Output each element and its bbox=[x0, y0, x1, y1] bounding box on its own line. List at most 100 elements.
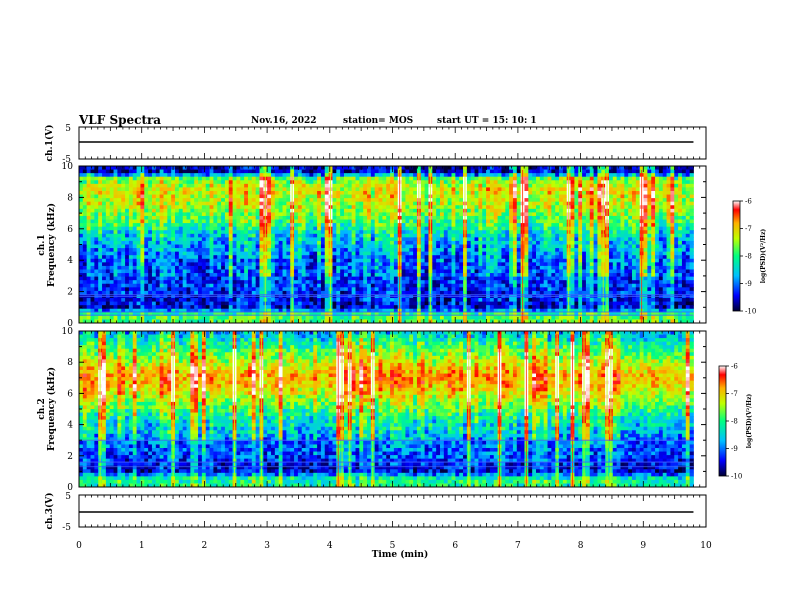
spectrogram-cell bbox=[94, 319, 99, 324]
spectrogram-cell bbox=[351, 258, 356, 263]
spectrogram-cell bbox=[459, 187, 464, 192]
spectrogram-cell bbox=[451, 248, 456, 253]
spectrogram-cell bbox=[86, 180, 91, 185]
spectrogram-cell bbox=[493, 312, 498, 317]
spectrogram-cell bbox=[493, 244, 498, 249]
spectrogram-cell bbox=[393, 219, 399, 224]
spectrogram-cell bbox=[509, 248, 514, 253]
spectrogram-cell bbox=[251, 237, 257, 242]
spectrogram-cell bbox=[117, 183, 122, 188]
spectrogram-cell bbox=[486, 258, 491, 263]
spectrogram-cell bbox=[509, 283, 514, 288]
spectrogram-cell bbox=[209, 194, 214, 199]
spectrogram-cell bbox=[351, 223, 356, 228]
spectrogram-cell bbox=[105, 298, 111, 302]
spectrogram-cell bbox=[509, 280, 514, 285]
spectrogram-cell bbox=[436, 169, 441, 174]
spectrogram-cell bbox=[121, 194, 126, 199]
spectrogram-cell bbox=[82, 312, 88, 317]
spectrogram-cell bbox=[167, 176, 172, 181]
spectrogram-cell bbox=[347, 280, 353, 285]
spectrogram-cell bbox=[278, 180, 283, 185]
spectrogram-cell bbox=[512, 166, 518, 170]
spectrogram-cell bbox=[443, 201, 449, 206]
spectrogram-cell bbox=[405, 208, 410, 213]
spectrogram-cell bbox=[194, 219, 199, 224]
spectrogram-cell bbox=[228, 305, 234, 310]
spectrogram-cell bbox=[209, 265, 214, 270]
spectrogram-cell bbox=[382, 287, 387, 292]
spectrogram-cell bbox=[217, 262, 222, 267]
spectrogram-cell bbox=[213, 173, 218, 178]
spectrogram-cell bbox=[451, 183, 456, 188]
spectrogram-cell bbox=[232, 280, 237, 285]
spectrogram-cell bbox=[301, 265, 306, 270]
spectrogram-cell bbox=[317, 183, 322, 188]
spectrogram-cell bbox=[201, 198, 207, 203]
spectrogram-cell bbox=[121, 223, 126, 228]
spectrogram-cell bbox=[121, 290, 126, 295]
spectrogram-cell bbox=[424, 265, 429, 270]
spectrogram-cell bbox=[102, 183, 107, 188]
spectrogram-cell bbox=[144, 319, 149, 324]
spectrogram-cell bbox=[436, 258, 441, 263]
spectrogram-cell bbox=[297, 276, 303, 281]
spectrogram-cell bbox=[278, 219, 283, 224]
spectrogram-cell bbox=[155, 315, 161, 320]
spectrogram-cell bbox=[470, 183, 475, 188]
spectrogram-cell bbox=[255, 205, 260, 210]
spectrogram-cell bbox=[324, 176, 330, 181]
spectrogram-cell bbox=[259, 280, 264, 285]
spectrogram-cell bbox=[501, 215, 506, 220]
spectrogram-cell bbox=[317, 265, 322, 270]
spectrogram-cell bbox=[340, 308, 345, 313]
spectrogram-cell bbox=[347, 173, 353, 178]
spectrogram-cell bbox=[436, 298, 441, 302]
spectrogram-cell bbox=[186, 269, 191, 274]
spectrogram-cell bbox=[213, 287, 218, 292]
spectrogram-cell bbox=[451, 283, 456, 288]
spectrogram-cell bbox=[478, 212, 483, 217]
spectrogram-cell bbox=[247, 198, 253, 203]
spectrogram-cell bbox=[198, 201, 203, 206]
spectrogram-cell bbox=[393, 280, 399, 285]
spectrogram-cell bbox=[159, 312, 164, 317]
spectrogram-cell bbox=[232, 305, 237, 310]
spectrogram-cell bbox=[278, 244, 283, 249]
spectrogram-cell bbox=[489, 223, 495, 228]
spectrogram-cell bbox=[125, 230, 130, 235]
spectrogram-cell bbox=[393, 273, 399, 278]
spectrogram-cell bbox=[228, 194, 234, 199]
spectrogram-cell bbox=[486, 187, 491, 192]
spectrogram-cell bbox=[320, 258, 326, 263]
spectrogram-cell bbox=[374, 187, 379, 192]
spectrogram-cell bbox=[497, 215, 502, 220]
spectrogram-cell bbox=[478, 176, 483, 181]
spectrogram-cell bbox=[255, 312, 260, 317]
spectrogram-cell bbox=[363, 280, 368, 285]
spectrogram-cell bbox=[117, 262, 122, 267]
spectrogram-cell bbox=[102, 262, 107, 267]
spectrogram-cell bbox=[332, 305, 337, 310]
spectrogram-cell bbox=[155, 305, 161, 310]
spectrogram-cell bbox=[205, 173, 210, 178]
spectrogram-cell bbox=[297, 173, 303, 178]
spectrogram-cell bbox=[144, 265, 149, 270]
spectrogram-cell bbox=[320, 273, 326, 278]
spectrogram-cell bbox=[405, 223, 410, 228]
spectrogram-cell bbox=[470, 212, 475, 217]
spectrogram-cell bbox=[278, 276, 283, 281]
spectrogram-cell bbox=[497, 205, 502, 210]
spectrogram-cell bbox=[236, 198, 241, 203]
spectrogram-cell bbox=[198, 269, 203, 274]
spectrogram-cell bbox=[374, 283, 379, 288]
spectrogram-cell bbox=[386, 258, 391, 263]
spectrogram-cell bbox=[501, 226, 506, 231]
spectrogram-cell bbox=[420, 301, 426, 306]
spectrogram-cell bbox=[213, 248, 218, 253]
spectrogram-cell bbox=[201, 280, 207, 285]
spectrogram-cell bbox=[159, 251, 164, 256]
spectrogram-cell bbox=[451, 255, 456, 260]
spectrogram-cell bbox=[390, 212, 395, 217]
spectrogram-cell bbox=[109, 262, 114, 267]
